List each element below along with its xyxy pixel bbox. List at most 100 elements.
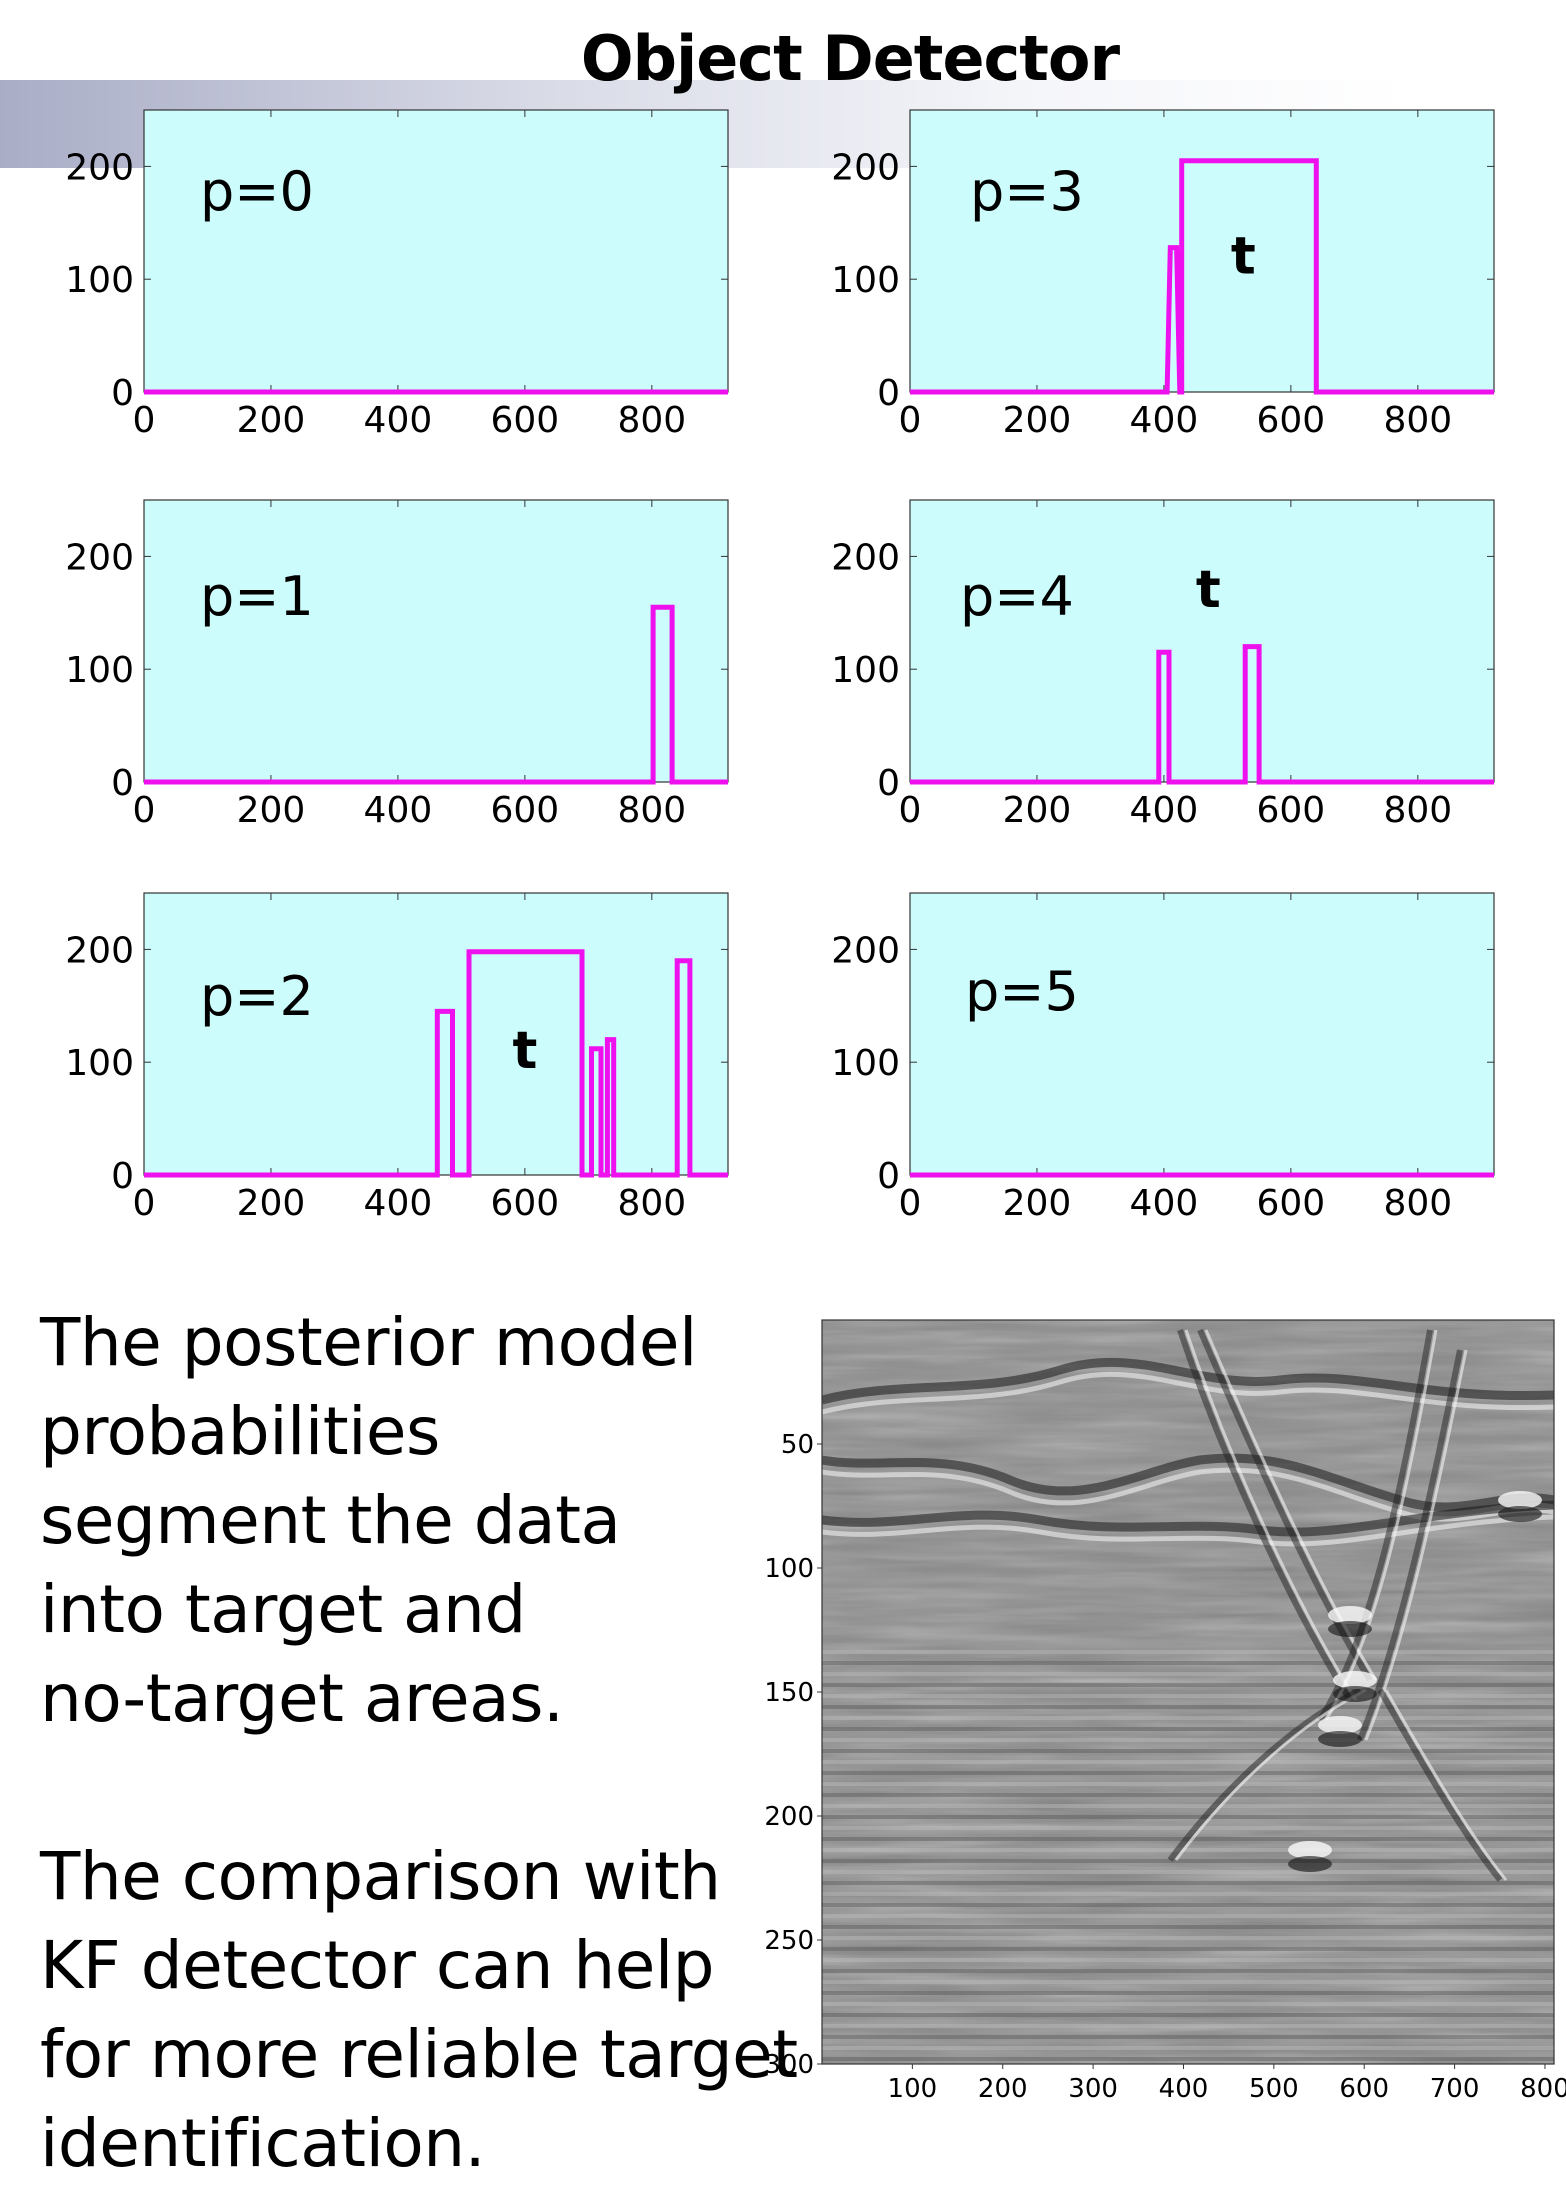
x-tick-label: 200	[1003, 400, 1072, 441]
probability-series-line	[144, 949, 728, 1178]
chart-panel: 0 100 200 0 200 400 600 800 p=1	[65, 499, 729, 831]
paragraph-line: for more reliable target	[40, 2016, 798, 2093]
x-tick-label: 400	[364, 400, 433, 441]
model-label: p=5	[965, 960, 1079, 1023]
chart-panel: 0 100 200 0 200 400 600 800 p=3 t	[831, 109, 1495, 441]
y-tick-label: 100	[764, 1554, 814, 1584]
model-probability-charts: 0 100 200 0 200 400 600 800 p=0 0 100 200 0 200 400 600…	[65, 109, 1495, 1224]
slide-title: Object Detector	[580, 22, 1120, 95]
y-tick-label: 200	[831, 147, 900, 188]
chart-panel: 0 100 200 0 200 400 600 800 p=4 t	[831, 499, 1495, 831]
y-tick-label: 150	[764, 1678, 814, 1708]
x-tick-label: 0	[133, 790, 156, 831]
y-tick-label: 100	[831, 260, 900, 301]
y-tick-label: 200	[764, 1802, 814, 1832]
y-tick-label: 200	[831, 537, 900, 578]
x-tick-label: 800	[617, 1183, 686, 1224]
x-tick-label: 0	[899, 400, 922, 441]
paragraph-line: The posterior model	[40, 1304, 697, 1381]
y-tick-label: 0	[111, 373, 134, 414]
target-annotation: t	[1196, 560, 1221, 620]
y-tick-label: 300	[764, 2050, 814, 2080]
x-tick-label: 200	[237, 1183, 306, 1224]
x-tick-label: 600	[1257, 790, 1326, 831]
x-tick-label: 100	[888, 2074, 938, 2104]
paragraph-line: probabilities	[40, 1393, 440, 1470]
x-tick-label: 800	[1383, 400, 1452, 441]
y-tick-label: 100	[831, 650, 900, 691]
y-tick-label: 0	[111, 1156, 134, 1197]
probability-series-line	[910, 158, 1494, 395]
y-tick-label: 50	[781, 1430, 814, 1460]
plot-area	[143, 109, 729, 393]
x-tick-label: 800	[617, 400, 686, 441]
x-tick-label: 400	[1159, 2074, 1209, 2104]
y-tick-label: 100	[65, 1043, 134, 1084]
paragraph-line: The comparison with	[40, 1838, 721, 1915]
x-tick-label: 200	[978, 2074, 1028, 2104]
probability-series-line	[144, 604, 728, 785]
probability-series-line	[910, 644, 1494, 785]
x-tick-label: 600	[1257, 400, 1326, 441]
y-tick-label: 0	[877, 373, 900, 414]
x-tick-label: 400	[1130, 790, 1199, 831]
paragraph-line: no-target areas.	[40, 1660, 564, 1737]
x-tick-label: 600	[491, 400, 560, 441]
x-tick-label: 200	[237, 400, 306, 441]
y-tick-label: 100	[831, 1043, 900, 1084]
target-annotation: t	[512, 1021, 537, 1081]
y-tick-label: 200	[831, 930, 900, 971]
y-tick-label: 200	[65, 537, 134, 578]
x-tick-label: 500	[1249, 2074, 1299, 2104]
x-tick-label: 400	[1130, 400, 1199, 441]
x-tick-label: 0	[133, 400, 156, 441]
x-tick-label: 400	[364, 790, 433, 831]
x-tick-label: 300	[1068, 2074, 1118, 2104]
chart-panel: 0 100 200 0 200 400 600 800 p=2 t	[65, 892, 729, 1224]
x-tick-label: 0	[899, 790, 922, 831]
y-tick-label: 0	[877, 763, 900, 804]
model-label: p=0	[200, 160, 314, 223]
x-tick-label: 700	[1430, 2074, 1480, 2104]
paragraph-line: identification.	[40, 2105, 486, 2182]
x-tick-label: 800	[1383, 1183, 1452, 1224]
x-tick-label: 0	[133, 1183, 156, 1224]
y-tick-label: 100	[65, 650, 134, 691]
plot-area	[143, 499, 729, 783]
model-label: p=2	[200, 965, 314, 1028]
chart-panel: 0 100 200 0 200 400 600 800 p=0	[65, 109, 729, 441]
x-tick-label: 600	[1257, 1183, 1326, 1224]
x-tick-label: 200	[1003, 790, 1072, 831]
paragraph-line: into target and	[40, 1571, 526, 1648]
paragraph-line: segment the data	[40, 1482, 621, 1559]
heatmap-image	[822, 1320, 1554, 2064]
target-annotation: t	[1231, 227, 1256, 287]
model-label: p=1	[200, 565, 314, 628]
plot-area	[909, 109, 1495, 393]
x-tick-label: 600	[491, 790, 560, 831]
y-tick-label: 100	[65, 260, 134, 301]
paragraph-line: KF detector can help	[40, 1927, 715, 2004]
y-tick-label: 200	[65, 147, 134, 188]
x-tick-label: 400	[1130, 1183, 1199, 1224]
model-label: p=4	[960, 565, 1074, 628]
y-tick-label: 250	[764, 1926, 814, 1956]
plot-area	[909, 892, 1495, 1176]
body-text: The posterior model probabilities segmen…	[40, 1298, 840, 2188]
x-tick-label: 800	[1383, 790, 1452, 831]
x-tick-label: 600	[491, 1183, 560, 1224]
y-tick-label: 200	[65, 930, 134, 971]
x-tick-label: 800	[617, 790, 686, 831]
x-tick-label: 600	[1339, 2074, 1389, 2104]
plot-area	[909, 499, 1495, 783]
x-tick-label: 200	[1003, 1183, 1072, 1224]
chart-panel: 0 100 200 0 200 400 600 800 p=5	[831, 892, 1495, 1224]
x-tick-label: 800	[1520, 2074, 1566, 2104]
y-tick-label: 0	[877, 1156, 900, 1197]
x-tick-label: 200	[237, 790, 306, 831]
x-tick-label: 400	[364, 1183, 433, 1224]
model-label: p=3	[970, 160, 1084, 223]
y-tick-label: 0	[111, 763, 134, 804]
x-tick-label: 0	[899, 1183, 922, 1224]
